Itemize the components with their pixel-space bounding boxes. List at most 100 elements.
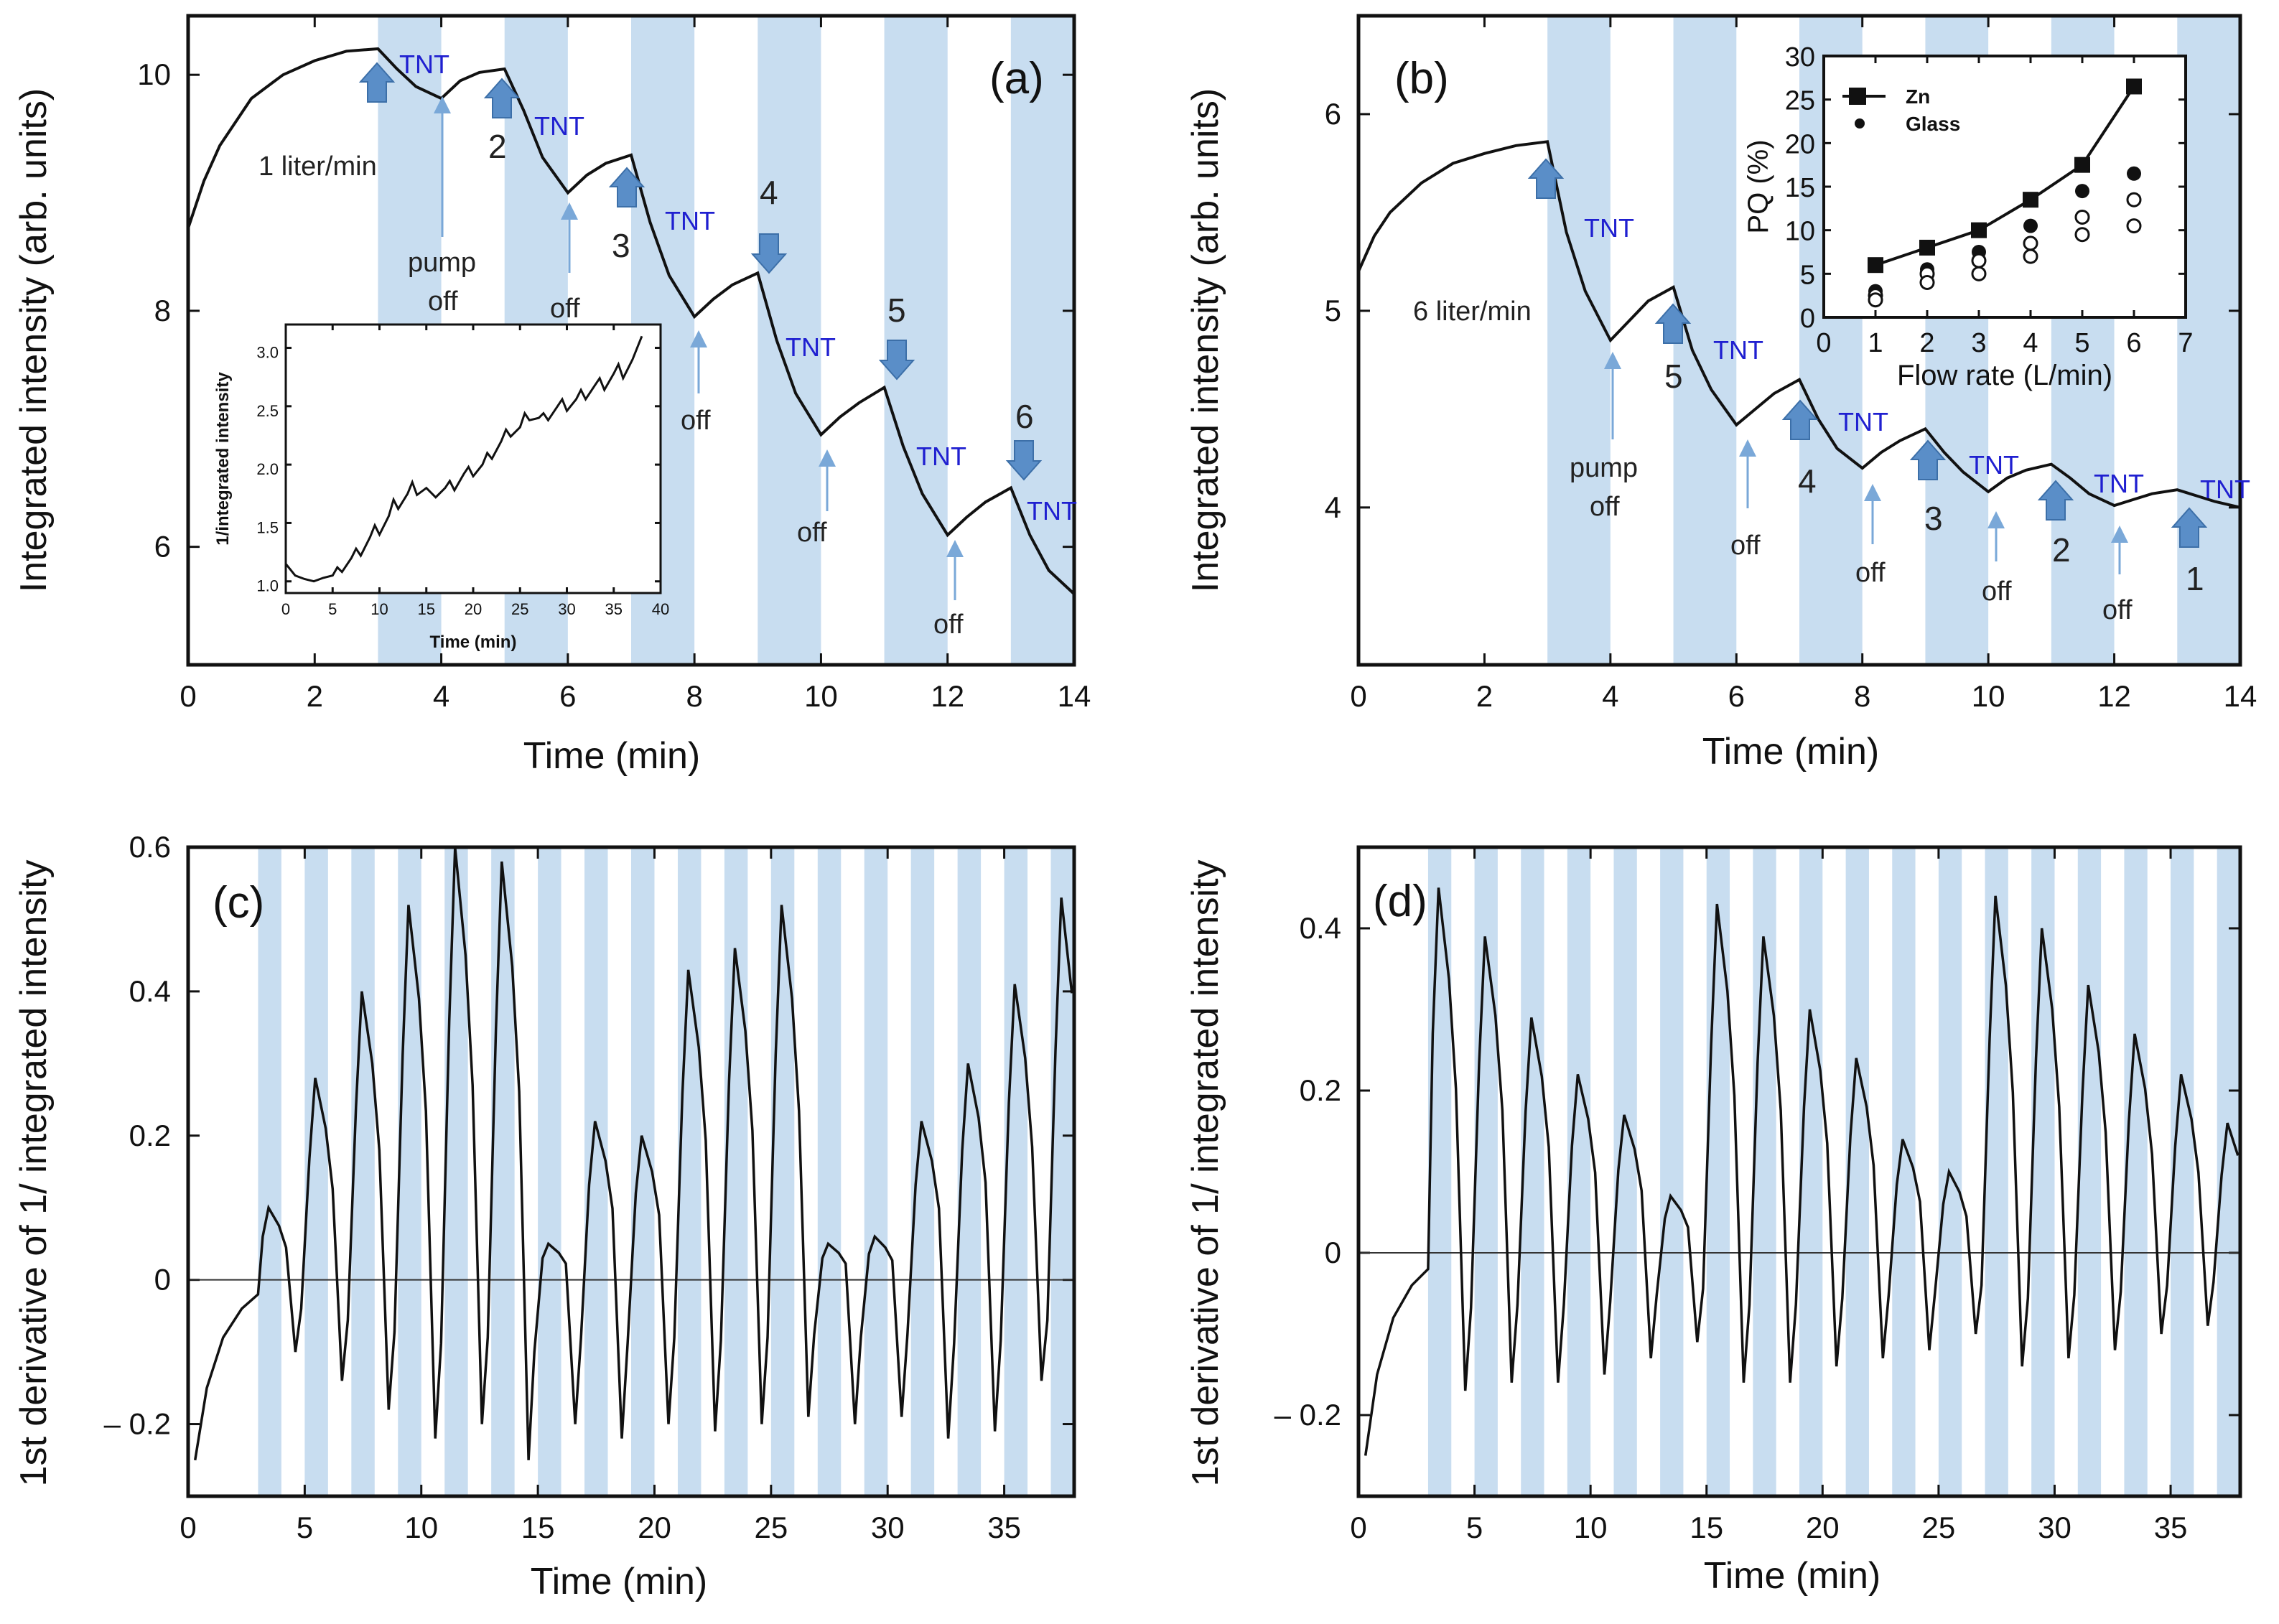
b-tnt-arrows	[1527, 158, 2208, 548]
a-inset-x-tick-label-0: 0	[281, 600, 290, 618]
c-y-tick-label-1: 0	[154, 1263, 171, 1297]
b-y-tick-label-1: 5	[1325, 294, 1341, 327]
b-inset-glass-open-3-point-5	[2074, 227, 2090, 243]
d-x-tick-label-7: 35	[2154, 1511, 2188, 1544]
d-band-9	[1799, 847, 1823, 1496]
c-band-17	[1004, 847, 1028, 1496]
a-inset-x-tick-label-4: 20	[465, 600, 482, 618]
a-tnt-arrows	[358, 62, 1043, 481]
b-inset-glass-open-3-point-2	[1919, 274, 1935, 290]
b-off-label-1: off	[1730, 531, 1761, 561]
b-x-tick-label-7: 14	[2224, 679, 2257, 713]
d-y-tick-label-2: 0.2	[1300, 1073, 1341, 1107]
b-pump-label: pump	[1570, 453, 1638, 483]
b-x-tick-label-1: 2	[1476, 679, 1493, 713]
a-down-arrow-4	[750, 233, 788, 274]
a-number-2: 2	[488, 128, 507, 165]
b-inset-glass-open-3-point-3	[1971, 266, 1987, 281]
b-up-arrow-1b	[2171, 507, 2208, 548]
b-off-arrow-4-head	[2111, 526, 2128, 543]
a-inset-background	[286, 325, 661, 593]
c-band-1	[258, 847, 281, 1496]
c-y-tick-label-3: 0.4	[129, 974, 171, 1008]
b-band-1	[1547, 16, 1611, 665]
c-x-tick-label-5: 25	[754, 1511, 788, 1544]
b-inset-x-tick-label-5: 5	[2074, 328, 2089, 358]
b-inset-markers	[1868, 78, 2142, 308]
d-y-tick-label-1: 0	[1325, 1236, 1341, 1269]
b-tnt-label-2: TNT	[1713, 335, 1763, 365]
b-inset-frame	[1822, 55, 2187, 319]
a-x-tick-label-4: 8	[686, 679, 702, 713]
b-inset-zn-point-2	[1919, 239, 1935, 256]
c-x-tick-label-7: 35	[987, 1511, 1021, 1544]
b-inset: 0 1 2 3 4 5 6 7 0 5 10 15 20 25 30 Flow rate (L/min) P…	[1743, 42, 2194, 391]
b-inset-zn-point-6	[2126, 78, 2142, 95]
b-inset-legend-zn-marker	[1849, 88, 1866, 105]
a-pump-off-label: off	[428, 286, 458, 317]
b-tnt-label-3: TNT	[1838, 407, 1888, 437]
c-band-18	[1050, 847, 1074, 1496]
b-inset-zn-point-4	[2023, 192, 2038, 208]
a-inset-x-tick-label-3: 15	[418, 600, 435, 618]
a-inset-x-tick-label-5: 25	[511, 600, 528, 618]
d-y-axis-label: 1st derivative of 1/ integrated intensit…	[1185, 860, 1226, 1487]
a-frame	[186, 14, 1076, 667]
b-inset-x-tick-label-1: 1	[1868, 328, 1883, 358]
d-x-tick-label-6: 30	[2038, 1511, 2071, 1544]
c-x-tick-label-6: 30	[871, 1511, 905, 1544]
a-off-arrows	[434, 96, 964, 600]
a-x-tick-label-1: 2	[307, 679, 323, 713]
b-inset-y-tick-label-6: 30	[1785, 42, 1815, 73]
c-band-3	[351, 847, 375, 1496]
c-y-tick-label-4: 0.6	[129, 830, 171, 864]
d-x-tick-label-5: 25	[1922, 1511, 1956, 1544]
a-up-arrow-2	[483, 78, 521, 118]
b-inset-zn-point-1	[1868, 257, 1883, 274]
b-pump-off-label: off	[1590, 492, 1620, 522]
a-x-tick-label-2: 4	[433, 679, 449, 713]
a-ticks: 0 2 4 6 8 10 12 14 6 8 10	[137, 16, 1091, 713]
a-tnt-label-2: TNT	[534, 111, 584, 141]
c-band-10	[677, 847, 702, 1496]
b-inset-x-tick-label-0: 0	[1816, 328, 1831, 358]
b-inset-glass-open-3-point-6	[2126, 218, 2142, 234]
a-inset-x-tick-label-2: 10	[370, 600, 388, 618]
d-x-tick-label-2: 10	[1574, 1511, 1608, 1544]
a-off-arrow-3-head	[819, 449, 836, 467]
b-pump-off-arrowhead	[1604, 352, 1621, 369]
b-off-arrows	[1604, 352, 2128, 574]
a-x-tick-label-6: 12	[931, 679, 964, 713]
b-x-tick-label-4: 8	[1854, 679, 1870, 713]
a-inset-y-tick-label-2: 2.0	[256, 460, 279, 478]
a-y-tick-label-1: 8	[154, 294, 171, 327]
a-off-label-3: off	[797, 518, 827, 548]
d-y-tick-label-0: – 0.2	[1274, 1398, 1341, 1432]
b-number-2: 2	[2052, 531, 2071, 569]
c-x-tick-label-4: 20	[638, 1511, 671, 1544]
a-flow-label: 1 liter/min	[258, 151, 377, 182]
c-x-tick-label-2: 10	[404, 1511, 438, 1544]
b-panel-label: (b)	[1394, 54, 1449, 103]
b-inset-y-tick-label-5: 25	[1785, 86, 1815, 116]
b-up-arrow-1	[1527, 158, 1565, 199]
a-off-label-1: off	[550, 294, 580, 324]
a-y-axis-label: Integrated intensity (arb. units)	[13, 88, 55, 592]
a-y-tick-label-2: 10	[137, 57, 171, 91]
a-inset-ticks: 0 5 10 15 20 25 30 35 40 1.0 1.5 2.0 2.5 3.0	[256, 325, 669, 618]
b-inset-y-tick-label-0: 0	[1800, 304, 1815, 334]
b-inset-glass-filled-point-5	[2075, 184, 2089, 199]
a-x-tick-label-0: 0	[180, 679, 196, 713]
c-band-5	[444, 847, 468, 1496]
a-off-label-2: off	[681, 406, 711, 436]
c-frame	[186, 845, 1076, 1498]
b-inset-y-tick-label-4: 20	[1785, 129, 1815, 159]
b-flow-label: 6 liter/min	[1413, 297, 1532, 327]
a-inset-y-label: 1/integrated intensity	[213, 372, 233, 546]
c-band-9	[631, 847, 655, 1496]
a-x-tick-label-5: 10	[804, 679, 838, 713]
a-number-5: 5	[887, 291, 906, 329]
b-inset-glass-filled-point-4	[2023, 218, 2038, 233]
a-up-arrow-1	[358, 62, 396, 103]
c-band-12	[770, 847, 795, 1496]
